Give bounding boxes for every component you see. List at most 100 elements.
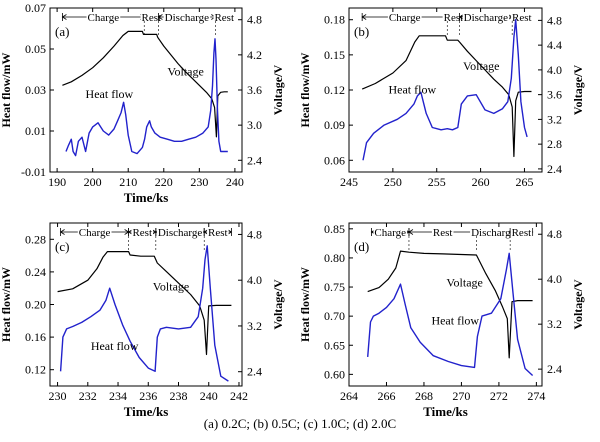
voltage-annotation: Voltage bbox=[167, 65, 203, 79]
phase-label-bg bbox=[510, 227, 533, 239]
phase-label-charge: Charge bbox=[79, 227, 111, 239]
y-tick-label: 0.12 bbox=[324, 83, 345, 97]
y2-tick-label: 3.0 bbox=[247, 118, 262, 132]
x-tick-label: 238 bbox=[170, 389, 188, 403]
y2-tick-label: 3.2 bbox=[247, 319, 262, 333]
phase-label-rest: Rest bbox=[512, 227, 532, 239]
y-tick-label: 0.12 bbox=[25, 363, 46, 377]
x-tick-label: 234 bbox=[109, 389, 127, 403]
x-tick-label: 210 bbox=[119, 175, 137, 189]
y2-tick-label: 4.8 bbox=[247, 13, 262, 27]
phase-label-bg bbox=[131, 227, 154, 239]
y-tick-label: 0.18 bbox=[324, 13, 345, 27]
panel-label: (b) bbox=[354, 24, 369, 39]
x-tick-label: 242 bbox=[230, 389, 248, 403]
x-tick-label: 240 bbox=[226, 175, 244, 189]
phase-label-bg bbox=[163, 12, 211, 24]
phase-label-discharge: Discharge bbox=[464, 12, 509, 24]
phase-label-charge: Charge bbox=[88, 12, 120, 24]
phase-label-rest: Rest bbox=[444, 12, 464, 24]
x-axis-label: Time/ks bbox=[124, 404, 169, 419]
subplot-3: 230 232 234 236 238 240 242 0.12 0.16 0.20 0.24 0.2… bbox=[0, 222, 285, 419]
y-tick-label: 0.65 bbox=[324, 338, 345, 352]
subplot-2: 245 250 255 260 265 0.06 0.09 0.12 0.15 0.18 2.4 2.… bbox=[298, 7, 585, 189]
y-tick-label: 0.01 bbox=[25, 124, 46, 138]
y2-tick-label: 4.4 bbox=[547, 38, 562, 52]
phase-label-rest: Rest bbox=[512, 12, 532, 24]
y-tick-label: 0.07 bbox=[25, 1, 46, 15]
x-tick-label: 250 bbox=[384, 175, 402, 189]
x-tick-label: 274 bbox=[527, 389, 545, 403]
phase-label-bg bbox=[207, 227, 229, 239]
phase-label-bg bbox=[431, 227, 454, 239]
y-tick-label: 0.20 bbox=[25, 298, 46, 312]
y2-axis-label: Voltage/V bbox=[571, 279, 585, 330]
x-tick-label: 268 bbox=[415, 389, 433, 403]
y-tick-label: 0.03 bbox=[25, 83, 46, 97]
x-tick-label: 230 bbox=[49, 389, 67, 403]
y-tick-label: 0.75 bbox=[324, 280, 345, 294]
y2-tick-label: 4.8 bbox=[247, 227, 262, 241]
y2-tick-label: 4.0 bbox=[547, 272, 562, 286]
y-tick-label: 0.28 bbox=[25, 232, 46, 246]
phase-label-bg bbox=[373, 227, 408, 239]
heat-flow-annotation: Heat flow bbox=[388, 83, 436, 97]
plot-frame bbox=[348, 222, 543, 387]
heat-flow-annotation: Heat flow bbox=[86, 87, 134, 101]
panel-label: (a) bbox=[55, 24, 69, 39]
y2-tick-label: 2.4 bbox=[547, 362, 562, 376]
y-tick-label: 0.05 bbox=[25, 42, 46, 56]
x-tick-label: 200 bbox=[84, 175, 102, 189]
phase-label-discharge: Discharge bbox=[158, 227, 203, 239]
phase-label-rest: Rest bbox=[142, 12, 162, 24]
voltage-annotation: Voltage bbox=[153, 280, 189, 294]
subplot-4: 264 266 268 270 272 274 0.60 0.65 0.70 0.75 0.80 0.… bbox=[298, 222, 585, 419]
y-axis-label: Heat flow/mW bbox=[0, 267, 13, 342]
y2-tick-label: 3.2 bbox=[547, 317, 562, 331]
y2-tick-label: 4.8 bbox=[547, 13, 562, 27]
y-tick-label: 0.80 bbox=[324, 251, 345, 265]
x-axis-label: Time/ks bbox=[124, 190, 169, 205]
y2-tick-label: 2.4 bbox=[247, 153, 262, 167]
y-tick-label: 0.85 bbox=[324, 222, 345, 236]
y2-axis-label: Voltage/V bbox=[271, 279, 285, 330]
x-tick-label: 255 bbox=[428, 175, 446, 189]
heat-flow-series bbox=[59, 245, 229, 382]
y-tick-label: 0.24 bbox=[25, 265, 46, 279]
y2-tick-label: 2.8 bbox=[547, 137, 562, 151]
y-axis-label: Heat flow/mW bbox=[0, 53, 13, 128]
heat-flow-annotation: Heat flow bbox=[91, 339, 139, 353]
x-tick-label: 270 bbox=[452, 389, 470, 403]
phase-label-rest: Rest bbox=[132, 227, 152, 239]
phase-label-charge: Charge bbox=[389, 12, 421, 24]
y-tick-label: 0.16 bbox=[25, 330, 46, 344]
y2-axis-label: Voltage/V bbox=[571, 65, 585, 116]
figure-caption: (a) 0.2C; (b) 0.5C; (c) 1.0C; (d) 2.0C bbox=[203, 416, 397, 431]
y-tick-label: 0.09 bbox=[324, 118, 345, 132]
phase-label-bg bbox=[387, 12, 422, 24]
voltage-series bbox=[62, 30, 228, 138]
y2-tick-label: 4.0 bbox=[547, 63, 562, 77]
phase-label-discharge: Discharge bbox=[165, 12, 210, 24]
heat-flow-annotation: Heat flow bbox=[431, 313, 479, 327]
subplot-1: 190 200 210 220 230 240 -0.01 0.01 0.03 0.05 0.07 2… bbox=[0, 1, 285, 205]
phase-label-discharge: Discharge bbox=[471, 227, 516, 239]
phase-label-bg bbox=[470, 227, 517, 239]
y-tick-label: -0.01 bbox=[21, 165, 46, 179]
plot-frame bbox=[49, 7, 243, 173]
panel-label: (d) bbox=[354, 239, 369, 254]
phase-label-bg bbox=[213, 12, 236, 24]
x-tick-label: 220 bbox=[155, 175, 173, 189]
x-tick-label: 236 bbox=[139, 389, 157, 403]
y2-tick-label: 3.6 bbox=[547, 88, 562, 102]
y-tick-label: 0.15 bbox=[324, 48, 345, 62]
phase-label-charge: Charge bbox=[374, 227, 406, 239]
x-tick-label: 190 bbox=[48, 175, 66, 189]
y-axis-label: Heat flow/mW bbox=[298, 53, 312, 128]
phase-label-bg bbox=[86, 12, 121, 24]
phase-label-bg bbox=[77, 227, 112, 239]
phase-label-bg bbox=[140, 12, 163, 24]
y-tick-label: 0.06 bbox=[324, 153, 345, 167]
y2-tick-label: 3.6 bbox=[247, 83, 262, 97]
